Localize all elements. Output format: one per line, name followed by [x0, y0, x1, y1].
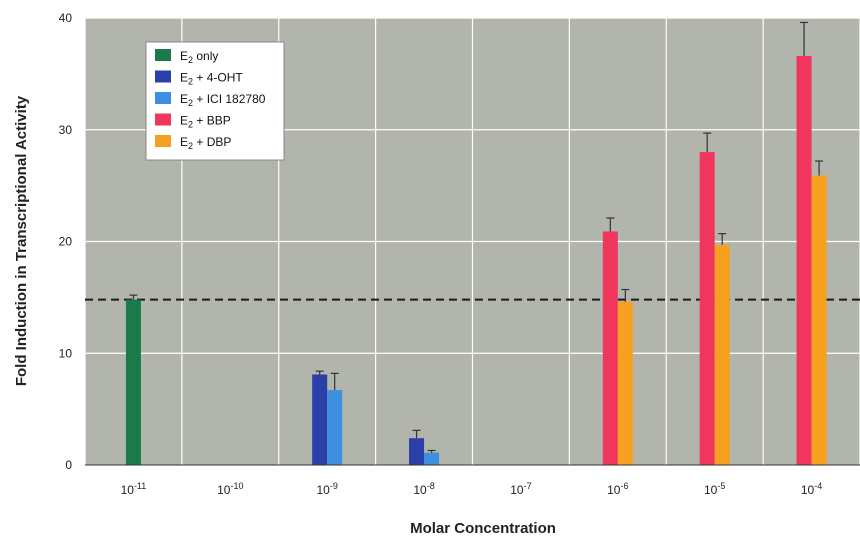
x-axis-title: Molar Concentration [410, 520, 556, 536]
legend-swatch [155, 92, 171, 104]
bar-series-3-cat-7 [796, 55, 812, 466]
y-tick-label: 40 [59, 11, 73, 25]
bar-series-2-cat-3 [424, 452, 440, 465]
bar-series-4-cat-5 [617, 301, 633, 465]
legend-swatch [155, 70, 171, 83]
x-tick-label: 10-4 [801, 481, 822, 497]
y-tick-label: 30 [59, 123, 73, 137]
y-tick-label: 20 [59, 235, 73, 249]
bar-series-4-cat-6 [714, 244, 730, 465]
x-tick-label: 10-9 [317, 481, 338, 497]
x-tick-labels: 10-11 10-10 10-9 10-8 10-7 10-6 10-5 10-4 [121, 481, 823, 497]
x-tick-label: 10-11 [121, 481, 147, 497]
bar-series-0-cat-0 [125, 299, 141, 465]
x-tick-label: 10-8 [413, 481, 434, 497]
y-tick-labels: 0 10 20 30 40 [59, 11, 73, 472]
y-tick-label: 10 [59, 346, 73, 360]
legend: E2 only E2 + 4-OHT E2 + ICI 182780 E2 + BBP… [145, 41, 285, 161]
bar-series-3-cat-6 [699, 152, 715, 465]
legend-label: E2 only [180, 49, 218, 65]
bar-series-4-cat-7 [811, 175, 827, 465]
bar-series-3-cat-5 [602, 231, 618, 465]
legend-label: E2 + ICI 182780 [180, 92, 266, 108]
bar-series-1-cat-3 [409, 438, 425, 465]
legend-swatch [155, 113, 171, 126]
legend-label: E2 + 4-OHT [180, 71, 243, 87]
x-tick-label: 10-6 [607, 481, 628, 497]
y-axis-title: Fold Induction in Transcriptional Activi… [13, 95, 30, 386]
x-tick-label: 10-7 [510, 481, 531, 497]
legend-swatch [155, 135, 171, 147]
legend-label: E2 + DBP [180, 135, 231, 151]
y-tick-label: 0 [65, 458, 72, 472]
legend-label: E2 + BBP [180, 114, 231, 130]
bar-series-2-cat-2 [327, 390, 343, 465]
x-tick-label: 10-5 [704, 481, 725, 497]
bar-series-1-cat-2 [312, 374, 328, 465]
bars [125, 21, 827, 466]
legend-swatch [155, 49, 171, 61]
x-tick-label: 10-10 [217, 481, 243, 497]
